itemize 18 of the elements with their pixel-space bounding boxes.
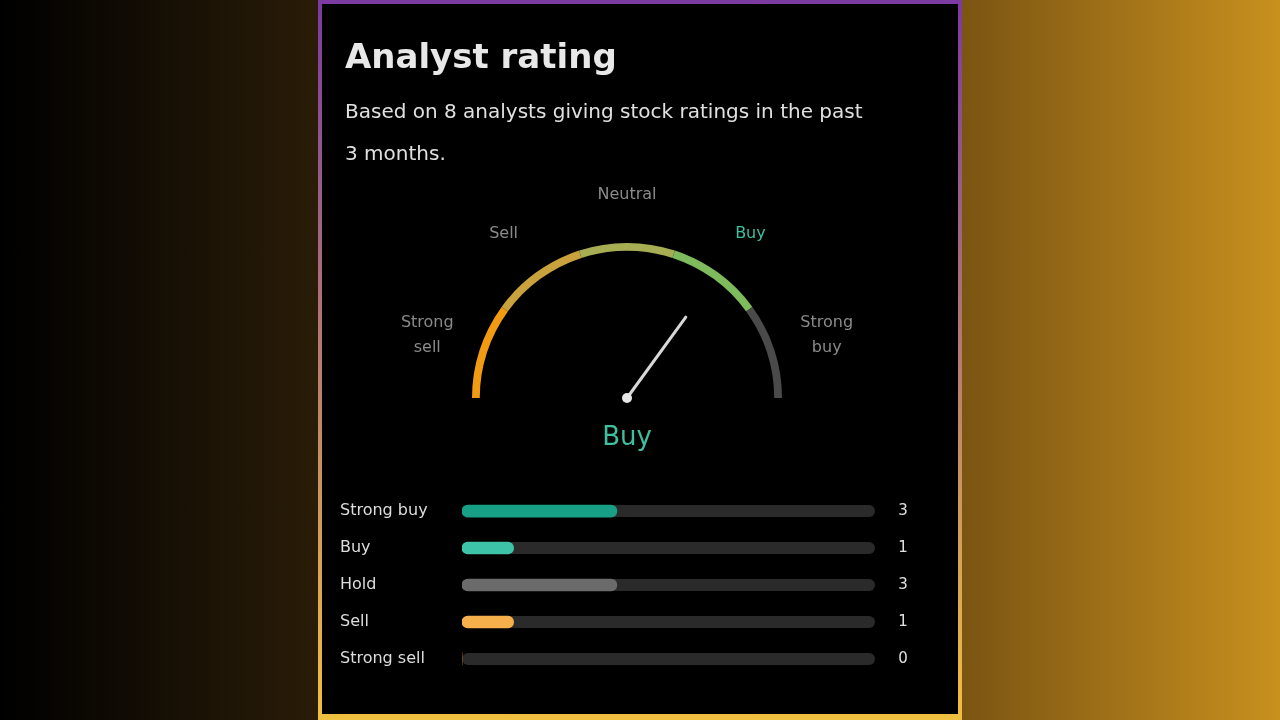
text: Buy [602,420,652,451]
data-label: 3 [898,500,908,519]
y-tick-label: Buy [340,537,371,557]
y-tick-label: Hold [340,574,377,594]
data-label: 1 [898,611,908,630]
chart-subtitle: Based on 8 analysts giving stock ratings in the past 3 months. [345,98,864,167]
data-label: 3 [898,574,908,593]
data-label: 0 [898,648,908,667]
slice-label: Strong sell [400,311,454,356]
chart-title: Analyst rating [345,36,617,76]
y-tick-label: Strong buy [340,500,428,520]
slice-label: Buy [735,222,766,242]
data-label: 1 [898,537,908,556]
slice-label: Neutral [597,184,657,204]
slice-label: Sell [489,222,519,242]
slice-label: Strong buy [800,311,854,356]
y-tick-label: Strong sell [340,648,425,668]
y-tick-label: Sell [340,611,369,631]
